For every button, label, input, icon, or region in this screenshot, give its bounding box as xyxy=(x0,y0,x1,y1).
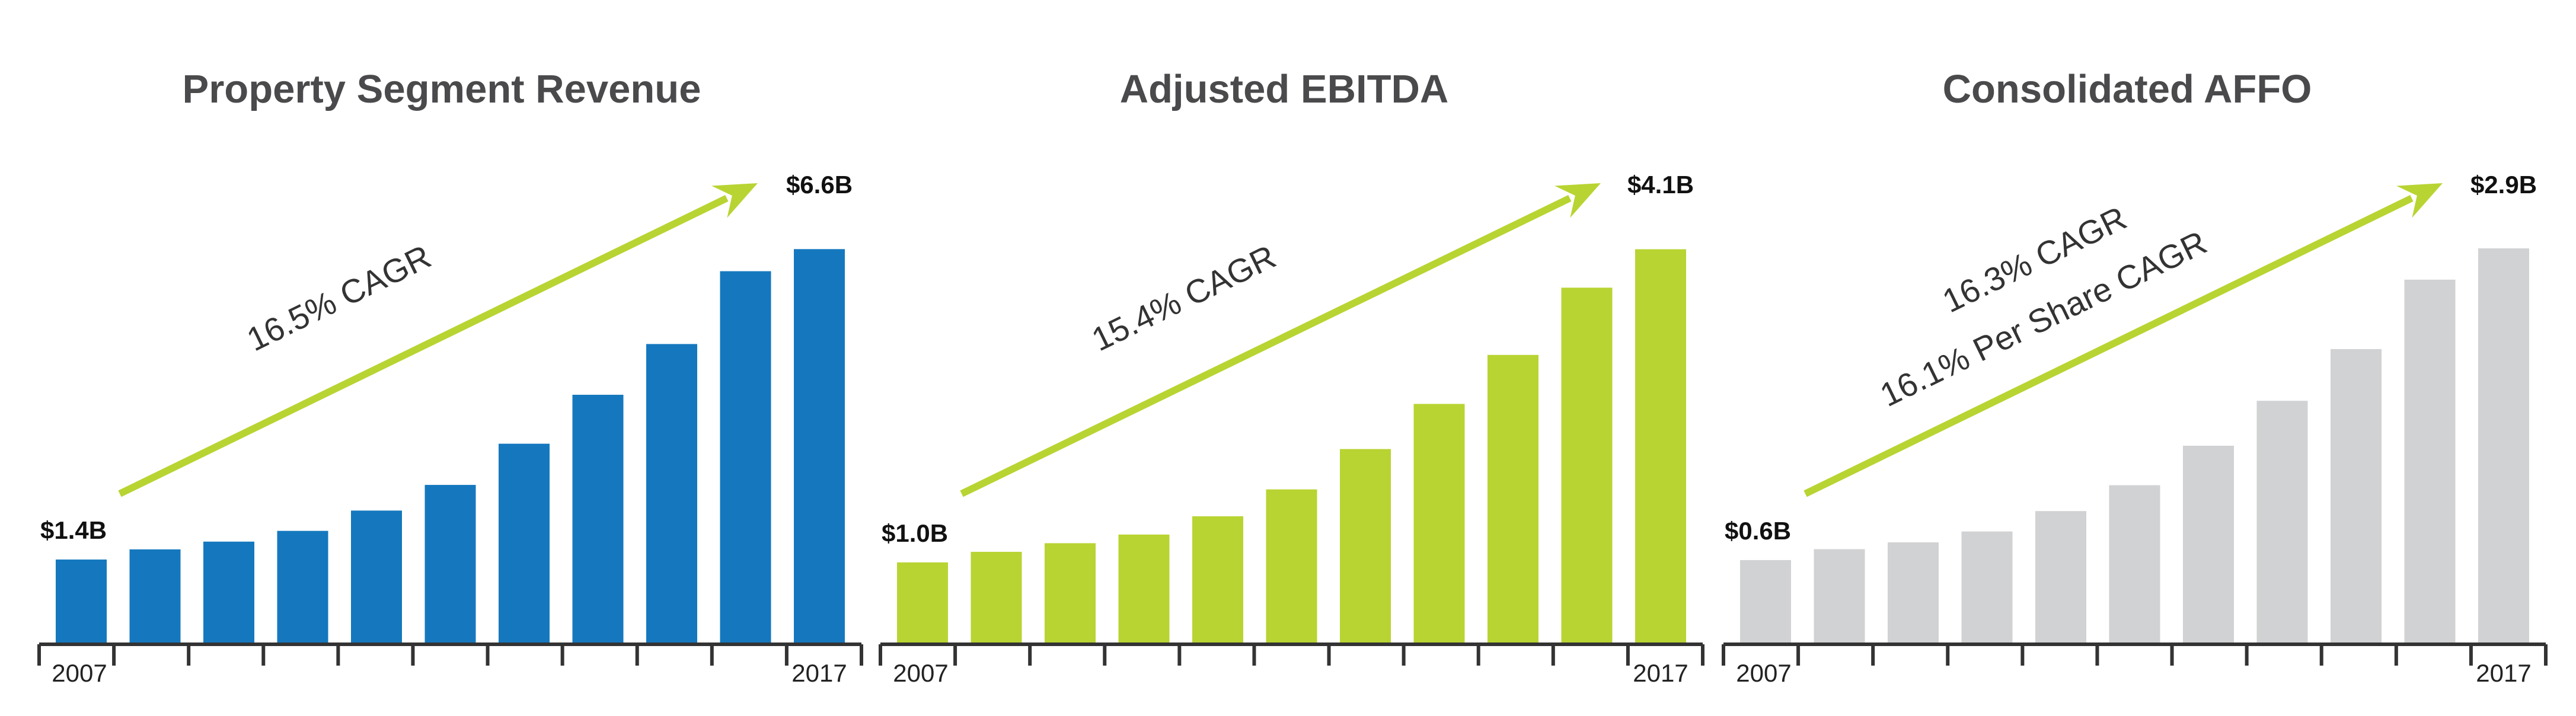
bar xyxy=(1561,287,1613,643)
chart-2: Adjusted EBITDA 2007 2017 $1.0B $4.1B 15.4% C… xyxy=(879,67,1704,687)
trend-arrow-line xyxy=(1803,195,2414,497)
bar xyxy=(424,485,476,643)
bar xyxy=(2109,485,2160,643)
bar xyxy=(1266,489,1317,643)
chart-title: Consolidated AFFO xyxy=(1943,67,2312,111)
x-tick-label-start: 2007 xyxy=(52,659,107,687)
x-tick-label-end: 2017 xyxy=(791,659,847,687)
bar xyxy=(56,560,107,643)
trend-arrow-head xyxy=(2396,183,2443,218)
bar xyxy=(2256,401,2308,643)
data-label-end: $2.9B xyxy=(2470,171,2537,199)
x-tick-label-end: 2017 xyxy=(1633,659,1688,687)
data-label-start: $0.6B xyxy=(1725,517,1791,545)
x-tick-label-end: 2017 xyxy=(2476,659,2531,687)
bar xyxy=(129,549,181,643)
bar xyxy=(351,510,402,643)
bar xyxy=(1635,249,1686,644)
bar xyxy=(2183,446,2234,643)
cagr-annotation: 16.5% CAGR xyxy=(241,238,437,359)
bar xyxy=(2478,248,2529,644)
cagr-annotation: 15.4% CAGR xyxy=(1086,238,1282,359)
bar xyxy=(2331,349,2382,643)
chart-1: Property Segment Revenue 2007 2017 $1.4B $6.… xyxy=(37,67,863,687)
bar xyxy=(720,271,771,643)
bar xyxy=(794,249,845,643)
bar xyxy=(572,395,624,643)
bar xyxy=(1340,449,1391,643)
bar xyxy=(1814,549,1865,643)
bar xyxy=(277,530,328,643)
bar xyxy=(2035,511,2086,643)
bar xyxy=(971,552,1022,643)
chart-title: Property Segment Revenue xyxy=(183,67,701,111)
bar xyxy=(499,443,550,643)
data-label-end: $4.1B xyxy=(1627,171,1694,199)
data-label-start: $1.0B xyxy=(882,519,948,547)
bar xyxy=(1192,516,1243,643)
bar xyxy=(2404,279,2456,643)
x-tick-label-start: 2007 xyxy=(1736,659,1791,687)
bar xyxy=(1413,404,1465,643)
bar xyxy=(646,344,697,643)
chart-title: Adjusted EBITDA xyxy=(1120,67,1449,111)
bar xyxy=(1487,354,1538,643)
bar xyxy=(1888,542,1939,643)
trend-arrow-line xyxy=(960,194,1572,497)
data-label-start: $1.4B xyxy=(40,516,107,544)
bar xyxy=(1118,534,1170,643)
bar xyxy=(1740,560,1791,643)
data-label-end: $6.6B xyxy=(786,171,853,199)
bar xyxy=(1045,543,1096,643)
bar xyxy=(1961,531,2013,643)
trend-arrow-line xyxy=(118,194,729,497)
bar xyxy=(897,562,948,643)
trend-arrow-head xyxy=(1554,183,1601,218)
bar xyxy=(203,541,254,643)
x-tick-label-start: 2007 xyxy=(893,659,948,687)
trend-arrow-head xyxy=(711,183,758,218)
